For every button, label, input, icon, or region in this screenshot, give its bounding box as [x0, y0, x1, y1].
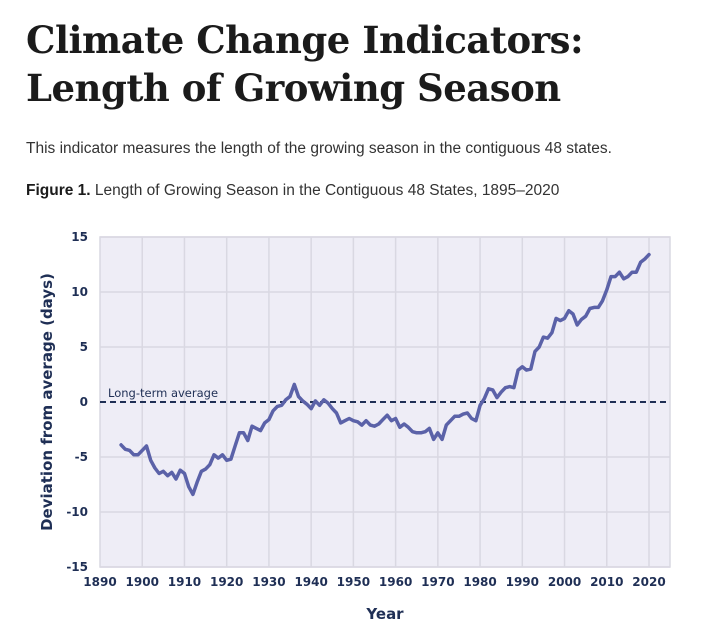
x-tick-label: 1900 [126, 575, 159, 589]
long-term-average-label: Long-term average [108, 386, 218, 400]
intro-text: This indicator measures the length of th… [26, 140, 612, 157]
x-tick-label: 2020 [632, 575, 665, 589]
page-title: Climate Change Indicators: Length of Gro… [26, 16, 584, 112]
x-axis-title: Year [365, 605, 404, 623]
x-axis-ticks: 1890 1900 1910 1920 1930 1940 1950 1960 1970 1980… [83, 575, 665, 589]
y-tick-label: 10 [71, 285, 88, 299]
x-tick-label: 1950 [337, 575, 370, 589]
y-axis-title: Deviation from average (days) [38, 273, 56, 531]
y-tick-label: 5 [80, 340, 88, 354]
page-title-line-1: Climate Change Indicators: [26, 18, 584, 62]
data-points [121, 254, 650, 495]
y-tick-label: -15 [66, 560, 88, 574]
x-tick-label: 1970 [421, 575, 454, 589]
figure-caption-text: Length of Growing Season in the Contiguo… [94, 182, 560, 199]
series-line-length-of-growing-season-deviation [119, 252, 651, 497]
x-tick-label: 1960 [379, 575, 412, 589]
y-tick-label: 15 [71, 230, 88, 244]
x-tick-label: 2000 [548, 575, 581, 589]
x-tick-label: 1890 [83, 575, 116, 589]
page-title-line-2: Length of Growing Season [26, 66, 561, 110]
y-tick-label: 0 [80, 395, 88, 409]
figure-caption: Figure 1. Length of Growing Season in th… [26, 182, 559, 200]
x-tick-label: 1930 [252, 575, 285, 589]
x-tick-label: 2010 [590, 575, 623, 589]
y-tick-label: -5 [75, 450, 88, 464]
figure-label: Figure 1. [26, 182, 91, 199]
y-axis-ticks: -15 -10 -5 0 5 10 15 [66, 230, 88, 574]
x-tick-label: 1920 [210, 575, 243, 589]
x-tick-label: 1910 [168, 575, 201, 589]
x-tick-label: 1980 [463, 575, 496, 589]
x-tick-label: 1990 [506, 575, 539, 589]
y-tick-label: -10 [66, 505, 88, 519]
x-tick-label: 1940 [294, 575, 327, 589]
